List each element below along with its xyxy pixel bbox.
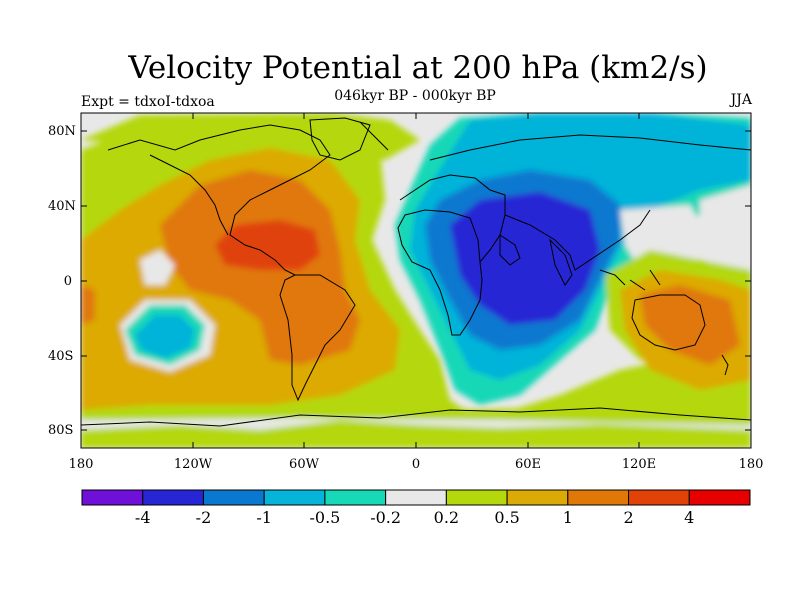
colorbar-box [688, 489, 751, 506]
lon-label-180w: 180 [68, 457, 94, 472]
colorbar-label: -0.5 [309, 508, 341, 527]
colorbar-box [445, 489, 508, 506]
colorbar-box [202, 489, 265, 506]
colorbar [81, 489, 751, 506]
colorbar-label: 2 [623, 508, 634, 527]
lon-label-180e: 180 [738, 457, 764, 472]
colorbar-label: -2 [195, 508, 212, 527]
colorbar-label: 0.2 [433, 508, 460, 527]
lat-label-80s: 80S [48, 423, 74, 438]
contour-field [81, 113, 751, 448]
colorbar-box [324, 489, 387, 506]
lon-label-120e: 120E [621, 457, 657, 472]
colorbar-label: -1 [256, 508, 272, 527]
colorbar-label: -0.2 [370, 508, 402, 527]
map-subtitle: 046kyr BP - 000kyr BP [334, 88, 496, 104]
coastlines [81, 117, 751, 427]
colorbar-box [263, 489, 326, 506]
colorbar-label: -4 [134, 508, 151, 527]
lat-label-40s: 40S [48, 349, 74, 364]
lat-label-0: 0 [63, 274, 72, 289]
lon-label-60e: 60E [514, 457, 542, 472]
colorbar-box [385, 489, 447, 506]
colorbar-label: 4 [684, 508, 695, 527]
colorbar-label: 0.5 [494, 508, 520, 527]
axis-ticks [81, 113, 751, 448]
colorbar-label: 1 [562, 508, 573, 527]
lat-label-40n: 40N [48, 199, 76, 214]
map-title: Velocity Potential at 200 hPa (km2/s) [128, 50, 708, 86]
colorbar-box [506, 489, 569, 506]
colorbar-box [81, 489, 144, 506]
season-label: JJA [730, 92, 752, 108]
colorbar-box [567, 489, 630, 506]
lon-label-120w: 120W [173, 457, 213, 472]
lon-label-60w: 60W [289, 457, 319, 472]
colorbar-box [628, 489, 690, 506]
lon-label-0: 0 [411, 457, 421, 472]
experiment-label: Expt = tdxoI-tdxoa [81, 94, 215, 110]
lat-label-80n: 80N [48, 124, 76, 139]
colorbar-box [142, 489, 204, 506]
